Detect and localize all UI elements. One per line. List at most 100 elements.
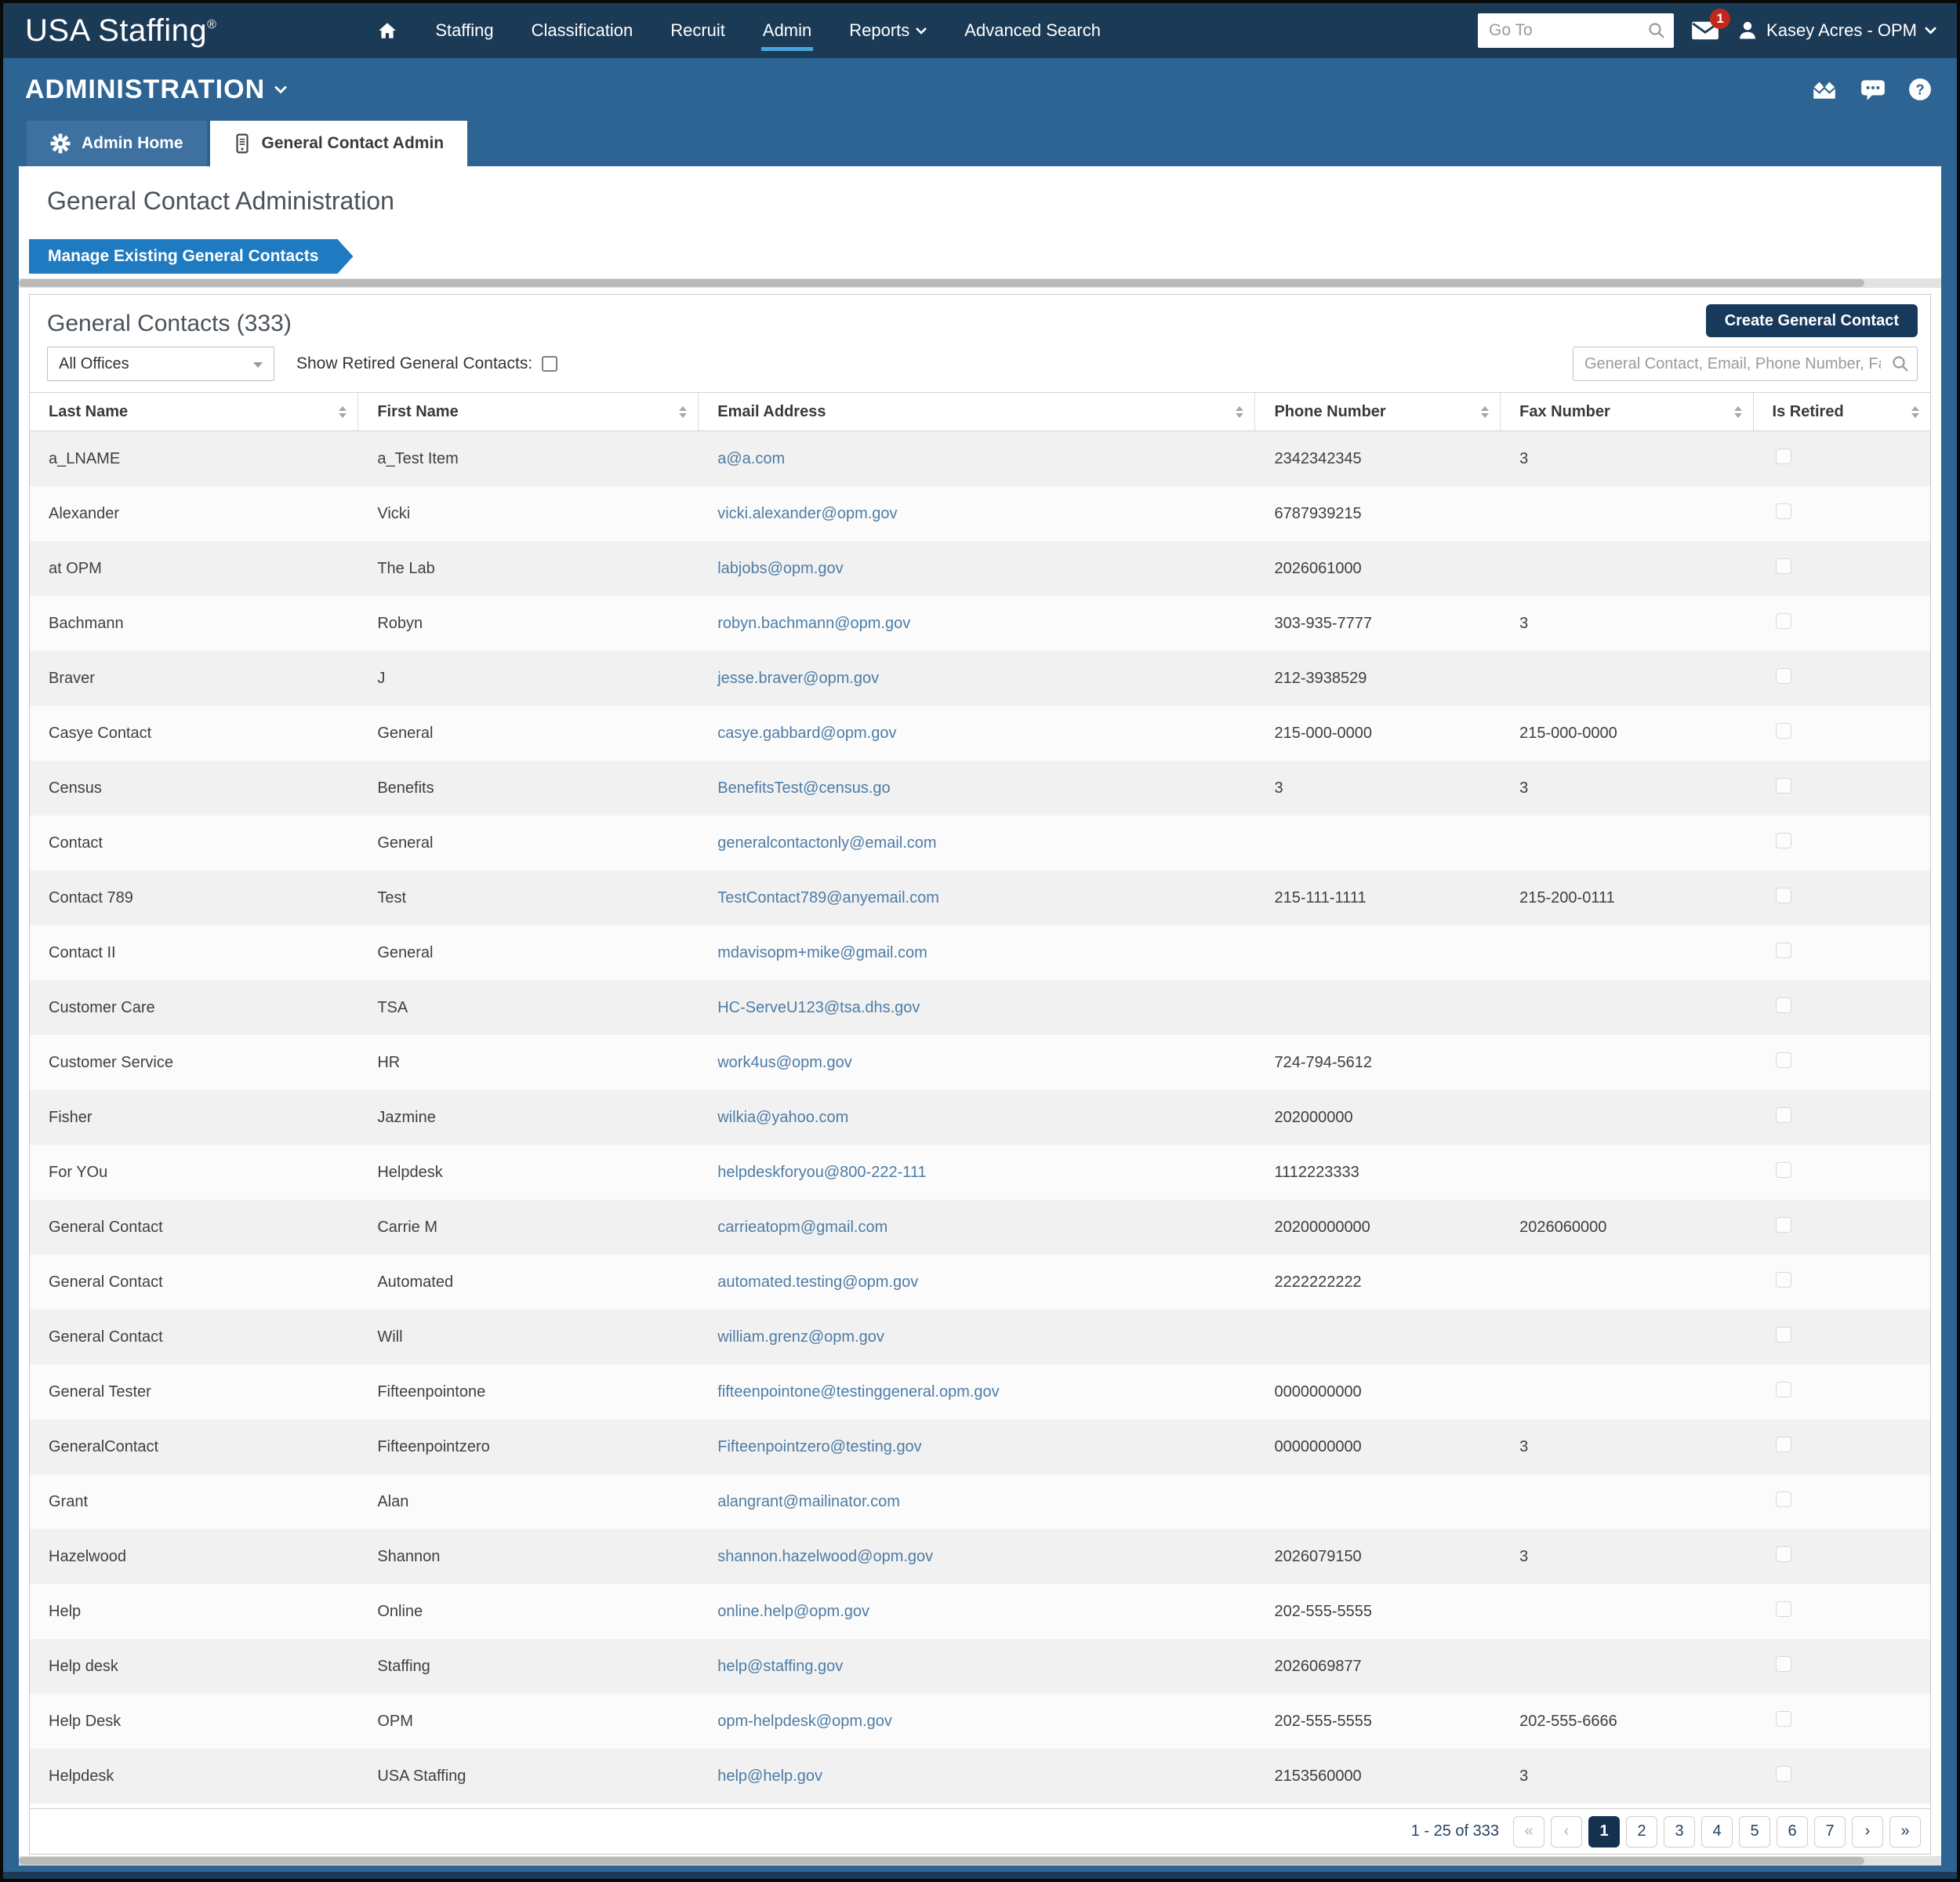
- is-retired-checkbox[interactable]: [1775, 723, 1791, 739]
- column-header[interactable]: Email Address: [699, 393, 1256, 431]
- is-retired-checkbox[interactable]: [1775, 1491, 1791, 1507]
- page-button[interactable]: 2: [1626, 1815, 1657, 1847]
- page-button[interactable]: 5: [1739, 1815, 1770, 1847]
- email-link[interactable]: fifteenpointone@testinggeneral.opm.gov: [717, 1382, 1000, 1401]
- page-button[interactable]: 1: [1588, 1815, 1620, 1847]
- email-link[interactable]: Fifteenpointzero@testing.gov: [717, 1437, 922, 1455]
- search-icon[interactable]: [1647, 21, 1666, 40]
- tab-admin-home[interactable]: Admin Home: [27, 121, 207, 166]
- table-row[interactable]: For YOu Helpdesk helpdeskforyou@800-222-…: [30, 1145, 1930, 1200]
- table-row[interactable]: Help Online online.help@opm.gov 202-555-…: [30, 1584, 1930, 1639]
- table-row[interactable]: Helpdesk USA Staffing help@help.gov 2153…: [30, 1749, 1930, 1804]
- nav-item-recruit[interactable]: Recruit: [670, 20, 725, 40]
- is-retired-checkbox[interactable]: [1775, 1162, 1791, 1178]
- user-menu[interactable]: Kasey Acres - OPM: [1737, 20, 1936, 42]
- page-button[interactable]: 7: [1814, 1815, 1846, 1847]
- scrollbar-thumb[interactable]: [19, 279, 1864, 287]
- is-retired-checkbox[interactable]: [1775, 558, 1791, 574]
- contact-search-input[interactable]: [1573, 347, 1918, 381]
- is-retired-checkbox[interactable]: [1775, 1711, 1791, 1727]
- table-row[interactable]: at OPM The Lab labjobs@opm.gov 202606100…: [30, 541, 1930, 596]
- table-row[interactable]: Fisher Jazmine wilkia@yahoo.com 20200000…: [30, 1090, 1930, 1145]
- table-row[interactable]: GeneralContact Fifteenpointzero Fifteenp…: [30, 1419, 1930, 1474]
- nav-item-advanced-search[interactable]: Advanced Search: [964, 20, 1101, 40]
- email-link[interactable]: wilkia@yahoo.com: [717, 1108, 849, 1126]
- table-row[interactable]: Alexander Vicki vicki.alexander@opm.gov …: [30, 486, 1930, 541]
- is-retired-checkbox[interactable]: [1775, 1107, 1791, 1123]
- email-link[interactable]: generalcontactonly@email.com: [717, 834, 937, 852]
- table-row[interactable]: Hazelwood Shannon shannon.hazelwood@opm.…: [30, 1529, 1930, 1584]
- chat-icon[interactable]: [1860, 78, 1886, 101]
- email-link[interactable]: william.grenz@opm.gov: [717, 1328, 884, 1346]
- email-link[interactable]: alangrant@mailinator.com: [717, 1492, 900, 1510]
- email-link[interactable]: vicki.alexander@opm.gov: [717, 504, 898, 522]
- table-row[interactable]: General Contact Will william.grenz@opm.g…: [30, 1310, 1930, 1364]
- page-button[interactable]: 4: [1701, 1815, 1733, 1847]
- office-filter-select[interactable]: All Offices: [47, 347, 274, 381]
- scrollbar-thumb[interactable]: [19, 1857, 1864, 1865]
- email-link[interactable]: carrieatopm@gmail.com: [717, 1218, 888, 1236]
- email-link[interactable]: HC-ServeU123@tsa.dhs.gov: [717, 998, 920, 1016]
- table-row[interactable]: Contact 789 Test TestContact789@anyemail…: [30, 870, 1930, 925]
- email-link[interactable]: robyn.bachmann@opm.gov: [717, 614, 911, 632]
- table-row[interactable]: Customer Service HR work4us@opm.gov 724-…: [30, 1035, 1930, 1090]
- is-retired-checkbox[interactable]: [1775, 449, 1791, 464]
- email-link[interactable]: help@staffing.gov: [717, 1657, 844, 1675]
- table-row[interactable]: Help desk Staffing help@staffing.gov 202…: [30, 1639, 1930, 1694]
- page-button[interactable]: ‹: [1551, 1815, 1582, 1847]
- email-link[interactable]: casye.gabbard@opm.gov: [717, 724, 897, 742]
- nav-item-admin[interactable]: Admin: [760, 20, 814, 51]
- email-link[interactable]: online.help@opm.gov: [717, 1602, 869, 1620]
- is-retired-checkbox[interactable]: [1775, 613, 1791, 629]
- page-button[interactable]: »: [1889, 1815, 1921, 1847]
- is-retired-checkbox[interactable]: [1775, 1052, 1791, 1068]
- envelope-zigzag-icon[interactable]: [1811, 78, 1838, 101]
- column-header[interactable]: Phone Number: [1255, 393, 1501, 431]
- page-button[interactable]: ›: [1852, 1815, 1883, 1847]
- column-header[interactable]: Is Retired: [1754, 393, 1930, 431]
- email-link[interactable]: helpdeskforyou@800-222-111: [717, 1163, 927, 1181]
- breadcrumb-manage-existing-general-contacts[interactable]: Manage Existing General Contacts: [29, 239, 353, 274]
- notifications-mail[interactable]: 1: [1691, 8, 1731, 45]
- column-header[interactable]: Last Name: [30, 393, 359, 431]
- is-retired-checkbox[interactable]: [1775, 1546, 1791, 1562]
- email-link[interactable]: BenefitsTest@census.go: [717, 779, 891, 797]
- tab-general-contact-admin[interactable]: General Contact Admin: [209, 121, 468, 166]
- table-row[interactable]: General Contact Carrie M carrieatopm@gma…: [30, 1200, 1930, 1255]
- is-retired-checkbox[interactable]: [1775, 997, 1791, 1013]
- is-retired-checkbox[interactable]: [1775, 1382, 1791, 1397]
- table-row[interactable]: Census Benefits BenefitsTest@census.go 3…: [30, 761, 1930, 816]
- table-row[interactable]: Bachmann Robyn robyn.bachmann@opm.gov 30…: [30, 596, 1930, 651]
- table-row[interactable]: Contact II General mdavisopm+mike@gmail.…: [30, 925, 1930, 980]
- horizontal-scrollbar-top[interactable]: [19, 278, 1941, 288]
- table-row[interactable]: General Contact Automated automated.test…: [30, 1255, 1930, 1310]
- goto-input[interactable]: [1478, 13, 1675, 48]
- table-row[interactable]: General Tester Fifteenpointone fifteenpo…: [30, 1364, 1930, 1419]
- email-link[interactable]: help@help.gov: [717, 1767, 822, 1785]
- email-link[interactable]: opm-helpdesk@opm.gov: [717, 1712, 892, 1730]
- is-retired-checkbox[interactable]: [1775, 668, 1791, 684]
- page-button[interactable]: 6: [1777, 1815, 1808, 1847]
- email-link[interactable]: labjobs@opm.gov: [717, 559, 844, 577]
- home-icon[interactable]: [377, 20, 397, 41]
- nav-item-classification[interactable]: Classification: [531, 20, 633, 40]
- is-retired-checkbox[interactable]: [1775, 943, 1791, 958]
- is-retired-checkbox[interactable]: [1775, 1766, 1791, 1782]
- table-row[interactable]: Braver J jesse.braver@opm.gov 212-393852…: [30, 651, 1930, 706]
- administration-title[interactable]: ADMINISTRATION: [25, 74, 287, 105]
- is-retired-checkbox[interactable]: [1775, 503, 1791, 519]
- table-row[interactable]: Contact General generalcontactonly@email…: [30, 816, 1930, 870]
- is-retired-checkbox[interactable]: [1775, 1327, 1791, 1342]
- email-link[interactable]: work4us@opm.gov: [717, 1053, 852, 1071]
- email-link[interactable]: shannon.hazelwood@opm.gov: [717, 1547, 934, 1565]
- column-header[interactable]: Fax Number: [1501, 393, 1754, 431]
- table-row[interactable]: Casye Contact General casye.gabbard@opm.…: [30, 706, 1930, 761]
- email-link[interactable]: TestContact789@anyemail.com: [717, 888, 939, 906]
- table-row[interactable]: Grant Alan alangrant@mailinator.com: [30, 1474, 1930, 1529]
- email-link[interactable]: automated.testing@opm.gov: [717, 1273, 919, 1291]
- column-header[interactable]: First Name: [358, 393, 699, 431]
- nav-item-reports[interactable]: Reports: [849, 20, 927, 41]
- show-retired-checkbox[interactable]: [542, 356, 558, 372]
- horizontal-scrollbar-bottom[interactable]: [19, 1856, 1941, 1866]
- email-link[interactable]: mdavisopm+mike@gmail.com: [717, 943, 927, 961]
